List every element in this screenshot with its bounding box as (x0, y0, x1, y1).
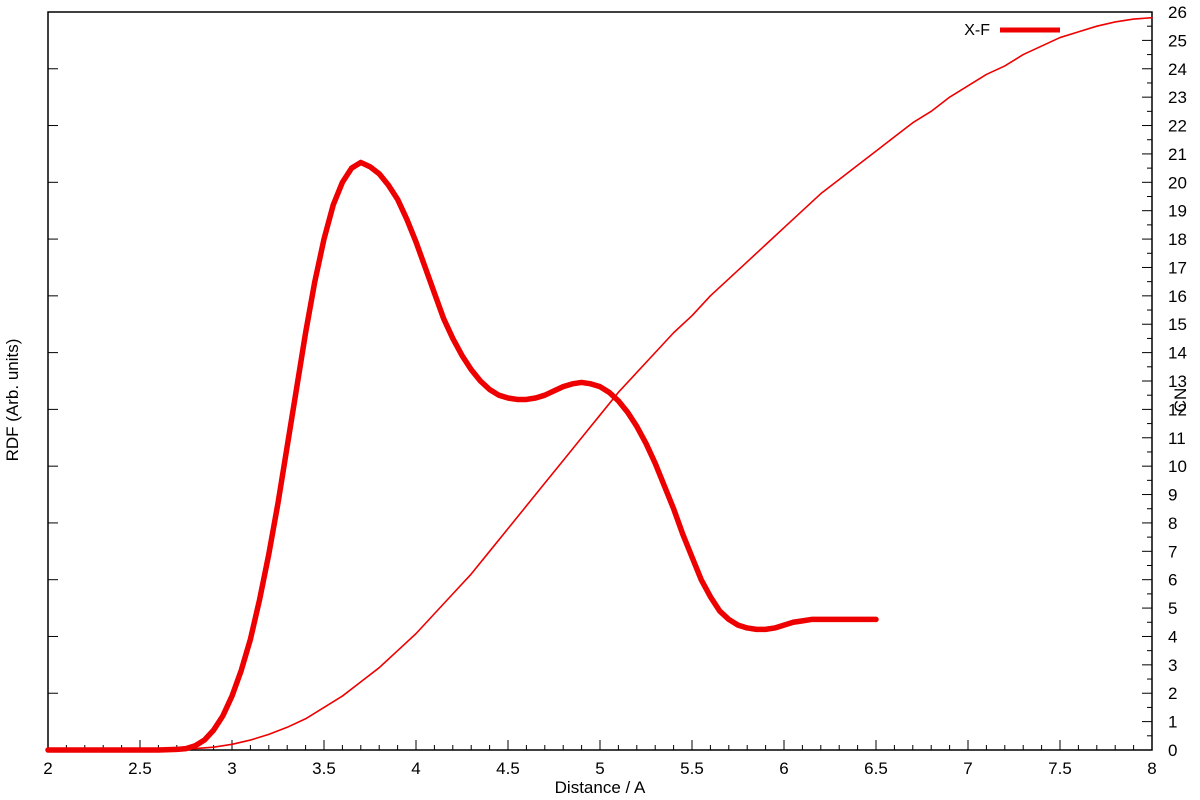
x-tick-label-4.5: 4.5 (496, 759, 520, 778)
x-tick-label-6: 6 (779, 759, 788, 778)
y-right-tick-label-25: 25 (1168, 31, 1187, 50)
x-tick-label-2: 2 (43, 759, 52, 778)
y-right-tick-label-10: 10 (1168, 457, 1187, 476)
x-axis-ticks (48, 740, 1152, 750)
chart-svg: 2 2.5 3 3.5 4 4.5 5 5.5 6 6.5 7 7.5 8 01234567891011… (0, 0, 1200, 800)
y-right-tick-label-21: 21 (1168, 145, 1187, 164)
y-right-tick-label-9: 9 (1168, 486, 1177, 505)
y-right-tick-label-2: 2 (1168, 684, 1177, 703)
x-tick-label-7.5: 7.5 (1048, 759, 1072, 778)
y-right-tick-label-4: 4 (1168, 627, 1177, 646)
x-axis-tick-labels: 2 2.5 3 3.5 4 4.5 5 5.5 6 6.5 7 7.5 8 (43, 759, 1156, 778)
y-right-tick-label-17: 17 (1168, 258, 1187, 277)
x-tick-label-5: 5 (595, 759, 604, 778)
x-tick-label-3.5: 3.5 (312, 759, 336, 778)
legend-label-xf[interactable]: X-F (964, 22, 990, 39)
x-tick-label-6.5: 6.5 (864, 759, 888, 778)
rdf-curve-line[interactable] (48, 162, 876, 750)
y-right-tick-label-3: 3 (1168, 656, 1177, 675)
rdf-cn-chart: 2 2.5 3 3.5 4 4.5 5 5.5 6 6.5 7 7.5 8 0 1 2 3 4 5 6 7 8 9 10 11… (0, 0, 1200, 800)
y-axis-right-title: CN (1171, 388, 1190, 413)
y-right-tick-label-0: 0 (1168, 741, 1177, 760)
x-axis-title: Distance / A (555, 778, 646, 797)
y-right-tick-label-11: 11 (1168, 429, 1186, 448)
y-right-tick-label-26: 26 (1168, 3, 1187, 22)
y-axis-right-tick-labels: 0123456789101112131415161718192021222324… (1168, 3, 1187, 760)
y-right-tick-label-6: 6 (1168, 571, 1177, 590)
x-tick-label-5.5: 5.5 (680, 759, 704, 778)
y-right-tick-label-8: 8 (1168, 514, 1177, 533)
y-right-tick-label-20: 20 (1168, 173, 1187, 192)
y-right-tick-label-19: 19 (1168, 202, 1187, 221)
y-right-tick-label-5: 5 (1168, 599, 1177, 618)
x-tick-label-4: 4 (411, 759, 420, 778)
y-right-tick-label-16: 16 (1168, 287, 1187, 306)
x-tick-label-7: 7 (963, 759, 972, 778)
y-right-tick-label-14: 14 (1168, 344, 1187, 363)
x-tick-label-3: 3 (227, 759, 236, 778)
y-right-tick-label-15: 15 (1168, 315, 1187, 334)
y-right-tick-label-23: 23 (1168, 88, 1187, 107)
x-tick-label-2.5: 2.5 (128, 759, 152, 778)
y-right-tick-label-1: 1 (1168, 713, 1177, 732)
y-right-tick-label-18: 18 (1168, 230, 1187, 249)
y-axis-left-title: RDF (Arb. units) (3, 339, 22, 462)
y-right-tick-label-22: 22 (1168, 117, 1187, 136)
x-tick-label-8: 8 (1147, 759, 1156, 778)
y-axis-left-ticks (48, 12, 58, 750)
plot-border (48, 12, 1152, 750)
y-right-tick-label-24: 24 (1168, 60, 1187, 79)
y-right-tick-label-7: 7 (1168, 542, 1177, 561)
y-axis-right-ticks (1142, 12, 1152, 750)
